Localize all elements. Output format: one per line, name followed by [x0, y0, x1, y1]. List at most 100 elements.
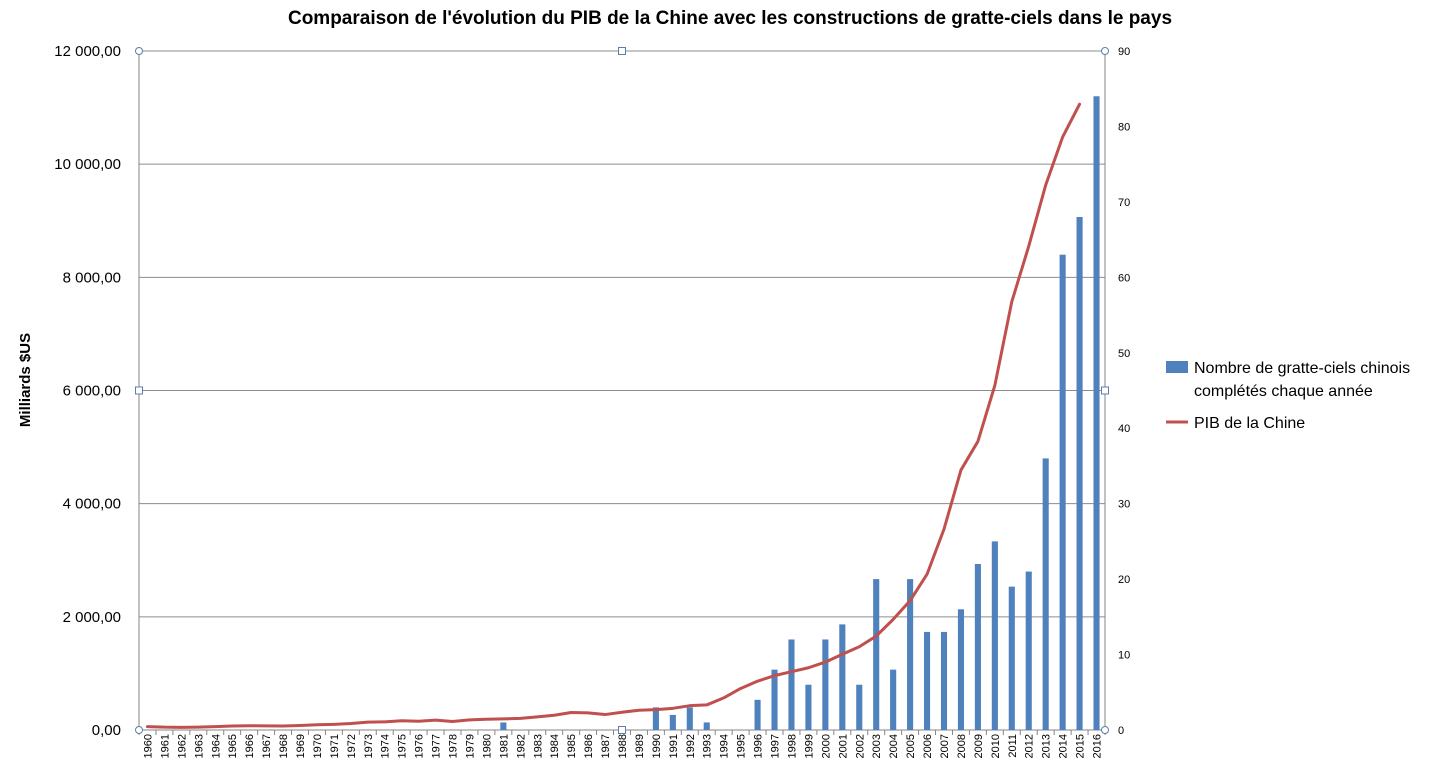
x-tick-label: 1967: [261, 734, 273, 758]
legend: Nombre de gratte-ciels chinois complétés …: [1166, 360, 1410, 432]
bar: [822, 639, 829, 730]
x-tick-label: 1963: [193, 734, 205, 758]
x-tick-label: 1972: [346, 734, 358, 758]
x-tick-label: 1985: [566, 734, 578, 758]
bar: [500, 722, 507, 730]
x-tick-label: 1977: [431, 734, 443, 758]
x-tick-label: 2014: [1058, 734, 1070, 758]
x-tick-label: 1987: [600, 734, 612, 758]
bar: [703, 722, 710, 730]
x-tick-label: 1993: [702, 734, 714, 758]
bar: [873, 579, 880, 730]
x-tick-label: 1968: [278, 734, 290, 758]
bar: [974, 564, 981, 730]
selection-handles[interactable]: [135, 47, 1109, 734]
x-tick-label: 1965: [227, 734, 239, 758]
bar: [1059, 254, 1066, 730]
x-tick-label: 1989: [634, 734, 646, 758]
y2-tick-label: 40: [1118, 423, 1130, 435]
bar: [1008, 586, 1015, 730]
x-tick-label: 1979: [464, 734, 476, 758]
y2-tick-label: 0: [1118, 725, 1124, 737]
y2-tick-label: 50: [1118, 348, 1130, 360]
x-tick-label: 1973: [363, 734, 375, 758]
bar: [957, 609, 964, 730]
x-tick-label: 1983: [532, 734, 544, 758]
bar: [669, 714, 676, 730]
y2-tick-label: 80: [1118, 121, 1130, 133]
x-tick-label: 1976: [414, 734, 426, 758]
x-axis: 1960 1961 1962 1963 1964 1965 1966 1967 1968 1969…: [138, 729, 1106, 758]
x-tick-label: 1995: [736, 734, 748, 758]
x-tick-label: 1988: [617, 734, 629, 758]
x-tick-label: 1996: [753, 734, 765, 758]
x-tick-label: 2016: [1092, 734, 1104, 758]
bar: [805, 684, 812, 730]
x-tick-label: 1991: [668, 734, 680, 758]
x-tick-label: 1998: [786, 734, 798, 758]
bar: [1042, 458, 1049, 730]
x-tick-label: 1978: [448, 734, 460, 758]
x-tick-label: 2001: [837, 734, 849, 758]
y-tick-label: 10 000,00: [54, 156, 121, 173]
side-handle: [1101, 386, 1109, 395]
x-tick-label: 2003: [871, 734, 883, 758]
line-series: [145, 102, 1082, 729]
x-tick-label: 1962: [176, 734, 188, 758]
y2-tick-label: 30: [1118, 499, 1130, 511]
bar: [1093, 96, 1100, 731]
x-tick-label: 2010: [990, 734, 1002, 758]
y2-tick-label: 20: [1118, 574, 1130, 586]
x-tick-label: 1974: [380, 734, 392, 758]
corner-handle: [135, 47, 143, 55]
y-tick-label: 8 000,00: [63, 269, 121, 286]
x-tick-label: 2002: [854, 734, 866, 758]
y-tick-label: 6 000,00: [63, 383, 121, 400]
y-tick-label: 2 000,00: [63, 609, 121, 626]
legend-label-bars: Nombre de gratte-ciels chinois complétés …: [1194, 360, 1410, 400]
bar: [771, 669, 778, 730]
y-tick-label: 4 000,00: [63, 496, 121, 513]
corner-handle: [1101, 47, 1109, 55]
side-handle: [135, 386, 143, 395]
x-tick-label: 1971: [329, 734, 341, 758]
legend-label-line: PIB de la Chine: [1194, 415, 1305, 432]
bar: [924, 631, 931, 730]
y-axis-left: 0,00 2 000,00 4 000,00 6 000,00 8 000,00 10 0…: [54, 43, 140, 739]
y-tick-label: 12 000,00: [54, 43, 121, 60]
corner-handle: [1101, 726, 1109, 734]
y-axis-right: 0 10 20 30 40 50 60 70 80 90: [1104, 46, 1130, 737]
y-axis-label: Milliards $US: [17, 333, 34, 427]
side-handle: [618, 726, 626, 734]
bar: [940, 631, 948, 730]
x-tick-label: 1970: [312, 734, 324, 758]
x-tick-label: 1980: [481, 734, 493, 758]
legend-swatch-bars: [1166, 361, 1188, 373]
gdp-line: [145, 102, 1082, 729]
x-tick-label: 1999: [803, 734, 815, 758]
x-tick-label: 2015: [1075, 734, 1087, 758]
x-tick-label: 2004: [888, 734, 900, 758]
side-handle: [618, 47, 626, 55]
corner-handle: [135, 726, 143, 734]
x-tick-label: 2007: [939, 734, 951, 758]
bar: [1025, 571, 1032, 730]
bar: [754, 699, 761, 730]
bar: [856, 684, 863, 730]
x-tick-label: 1984: [549, 734, 561, 758]
y2-tick-label: 70: [1118, 197, 1130, 209]
x-tick-label: 1992: [685, 734, 697, 758]
x-tick-label: 2006: [922, 734, 934, 758]
x-tick-label: 2009: [973, 734, 985, 758]
x-tick-label: 2005: [905, 734, 917, 758]
bar-series: [500, 96, 1100, 731]
x-tick-label: 1997: [770, 734, 782, 758]
x-tick-label: 2000: [820, 734, 832, 758]
bar: [839, 624, 846, 730]
x-tick-label: 1990: [651, 734, 663, 758]
y2-tick-label: 60: [1118, 272, 1130, 284]
bar: [907, 579, 914, 730]
y2-tick-label: 10: [1118, 650, 1130, 662]
x-tick-label: 1994: [719, 734, 731, 758]
x-tick-label: 1966: [244, 734, 256, 758]
